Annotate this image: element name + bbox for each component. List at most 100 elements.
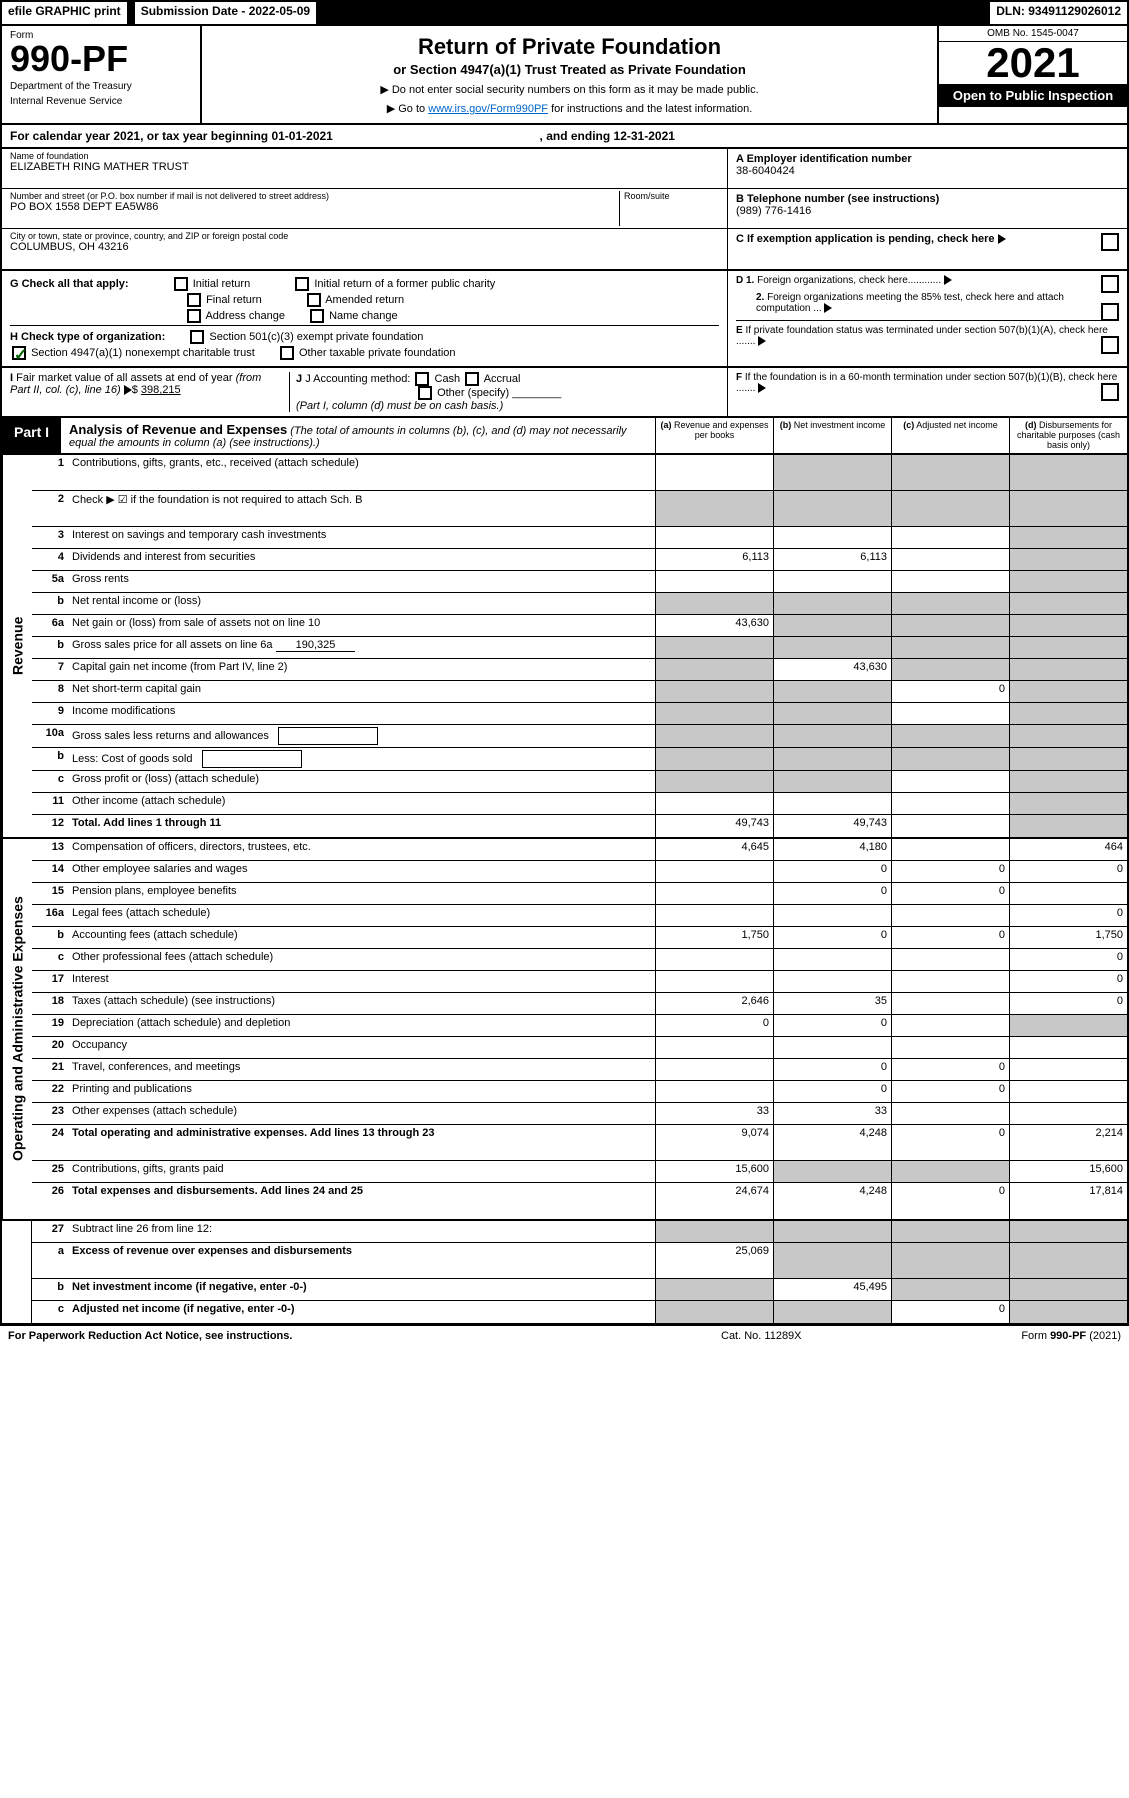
d1-row: D 1. Foreign organizations, check here..… [736,275,1119,286]
shaded-cell [773,1301,891,1323]
amended-checkbox[interactable] [307,293,321,307]
shaded-cell [655,703,773,724]
shaded-cell [891,1279,1009,1300]
c-row: C If exemption application is pending, c… [728,229,1127,269]
e-checkbox[interactable] [1101,336,1119,354]
line-description: Income modifications [68,703,655,724]
arrow-icon [998,234,1006,244]
g-label: G Check all that apply: [10,278,129,290]
shaded-cell [773,615,891,636]
shaded-cell [891,1221,1009,1242]
header-left: Form 990-PF Department of the Treasury I… [2,26,202,123]
table-row: 14Other employee salaries and wages000 [32,861,1127,883]
value-cell: 43,630 [773,659,891,680]
501c3-checkbox[interactable] [190,330,204,344]
value-cell [891,793,1009,814]
part1-label: Part I [2,418,61,453]
table-row: 16aLegal fees (attach schedule)0 [32,905,1127,927]
form-subtitle: or Section 4947(a)(1) Trust Treated as P… [210,62,929,77]
arrow-icon [824,303,832,313]
line-description: Less: Cost of goods sold [68,748,655,770]
d1-checkbox[interactable] [1101,275,1119,293]
line-description: Capital gain net income (from Part IV, l… [68,659,655,680]
name-change-checkbox[interactable] [310,309,324,323]
open-public-label: Open to Public Inspection [939,84,1127,107]
table-row: 20Occupancy [32,1037,1127,1059]
value-cell: 2,214 [1009,1125,1127,1160]
table-row: 23Other expenses (attach schedule)3333 [32,1103,1127,1125]
entity-left: Name of foundation ELIZABETH RING MATHER… [2,149,727,269]
table-row: aExcess of revenue over expenses and dis… [32,1243,1127,1279]
addr-row: Number and street (or P.O. box number if… [2,189,727,229]
final-table: 27Subtract line 26 from line 12:aExcess … [0,1221,1129,1325]
line-number: 12 [32,815,68,837]
shaded-cell [655,593,773,614]
ein-value: 38-6040424 [736,165,1119,177]
value-cell [773,571,891,592]
initial-former-checkbox[interactable] [295,277,309,291]
shaded-cell [1009,1221,1127,1242]
shaded-cell [773,491,891,526]
revenue-body: 1Contributions, gifts, grants, etc., rec… [32,455,1127,837]
instruction-2: ▶ Go to www.irs.gov/Form990PF for instru… [210,102,929,115]
form990pf-link[interactable]: www.irs.gov/Form990PF [428,103,548,115]
d2-checkbox[interactable] [1101,303,1119,321]
phone-value: (989) 776-1416 [736,205,1119,217]
f-checkbox[interactable] [1101,383,1119,401]
cal-pre: For calendar year 2021, or tax year begi… [10,129,271,143]
value-cell [891,905,1009,926]
shaded-cell [891,1161,1009,1182]
table-row: 27Subtract line 26 from line 12: [32,1221,1127,1243]
final-return-checkbox[interactable] [187,293,201,307]
table-row: bAccounting fees (attach schedule)1,7500… [32,927,1127,949]
value-cell [891,815,1009,837]
table-row: 13Compensation of officers, directors, t… [32,839,1127,861]
value-cell: 0 [891,1125,1009,1160]
value-cell [1009,1081,1127,1102]
line-number: 13 [32,839,68,860]
table-row: cGross profit or (loss) (attach schedule… [32,771,1127,793]
table-row: bNet investment income (if negative, ent… [32,1279,1127,1301]
revenue-table: Revenue 1Contributions, gifts, grants, e… [0,455,1129,839]
shaded-cell [891,593,1009,614]
address: PO BOX 1558 DEPT EA5W86 [10,201,619,213]
line-number: 20 [32,1037,68,1058]
line-number: 1 [32,455,68,490]
line-number: 3 [32,527,68,548]
value-cell [891,703,1009,724]
accrual-checkbox[interactable] [465,372,479,386]
value-cell [1009,1037,1127,1058]
h-label: H Check type of organization: [10,331,165,343]
entity-section: Name of foundation ELIZABETH RING MATHER… [0,149,1129,271]
g-opt-2: Final return [206,294,262,306]
line-number: 14 [32,861,68,882]
value-cell [655,455,773,490]
phone-row: B Telephone number (see instructions) (9… [728,189,1127,229]
line-number: 8 [32,681,68,702]
4947a1-checkbox[interactable] [12,346,26,360]
cash-checkbox[interactable] [415,372,429,386]
other-method-checkbox[interactable] [418,386,432,400]
shaded-cell [655,681,773,702]
c-checkbox[interactable] [1101,233,1119,251]
line-number: 15 [32,883,68,904]
shaded-cell [773,703,891,724]
calendar-year-row: For calendar year 2021, or tax year begi… [0,125,1129,149]
value-cell: 0 [773,1059,891,1080]
table-row: bGross sales price for all assets on lin… [32,637,1127,659]
value-cell [891,1037,1009,1058]
other-taxable-checkbox[interactable] [280,346,294,360]
table-row: 8Net short-term capital gain0 [32,681,1127,703]
line-description: Compensation of officers, directors, tru… [68,839,655,860]
footer-cat: Cat. No. 11289X [721,1330,921,1342]
shaded-cell [773,637,891,658]
value-cell: 0 [773,1015,891,1036]
initial-return-checkbox[interactable] [174,277,188,291]
table-row: 26Total expenses and disbursements. Add … [32,1183,1127,1219]
line-description: Total. Add lines 1 through 11 [68,815,655,837]
value-cell: 0 [1009,993,1127,1014]
line-description: Excess of revenue over expenses and disb… [68,1243,655,1278]
address-change-checkbox[interactable] [187,309,201,323]
city-label: City or town, state or province, country… [10,231,719,241]
line-description: Printing and publications [68,1081,655,1102]
